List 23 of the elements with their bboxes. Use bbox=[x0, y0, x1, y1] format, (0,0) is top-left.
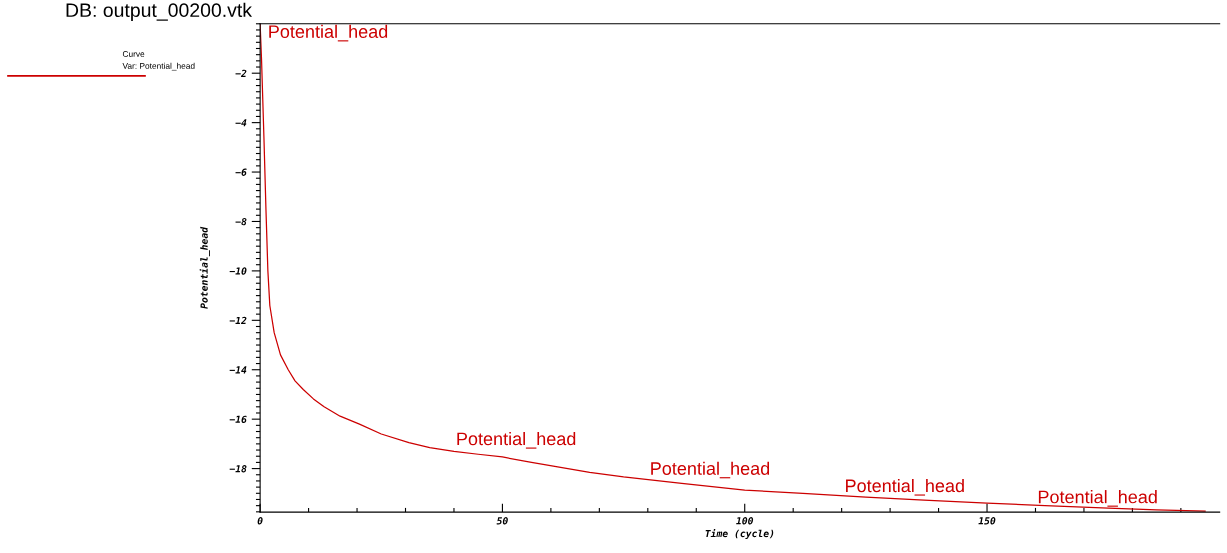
y-tick-label: −16 bbox=[229, 415, 247, 424]
legend-title: Curve bbox=[122, 51, 145, 57]
y-tick-label: −2 bbox=[235, 69, 247, 77]
y-tick-label: −14 bbox=[229, 366, 247, 374]
x-axis-title: Time (cycle) bbox=[705, 529, 774, 540]
annotation: Potential_head bbox=[457, 431, 576, 449]
y-tick-label: −4 bbox=[235, 119, 247, 127]
annotation: Potential_head bbox=[269, 24, 388, 42]
y-tick-label: −18 bbox=[229, 465, 247, 473]
y-tick-label: −8 bbox=[235, 217, 247, 226]
x-tick-label: 50 bbox=[496, 517, 508, 525]
annotation: Potential_head bbox=[846, 478, 964, 496]
text: Var: Potential_head bbox=[122, 62, 195, 71]
x-tick-label: 150 bbox=[978, 517, 996, 525]
y-tick-label: −12 bbox=[229, 316, 247, 325]
x-tick-label: 100 bbox=[736, 517, 754, 525]
x-tick-label: 0 bbox=[257, 517, 263, 525]
annotation: Potential_head bbox=[651, 461, 770, 479]
y-axis-title: Potential_head bbox=[199, 226, 210, 309]
y-tick-label: −10 bbox=[229, 267, 247, 275]
annotation: Potential_head bbox=[1038, 490, 1157, 507]
chart-title: DB: output_00200.vtk bbox=[66, 2, 253, 21]
y-tick-label: −6 bbox=[235, 168, 247, 176]
